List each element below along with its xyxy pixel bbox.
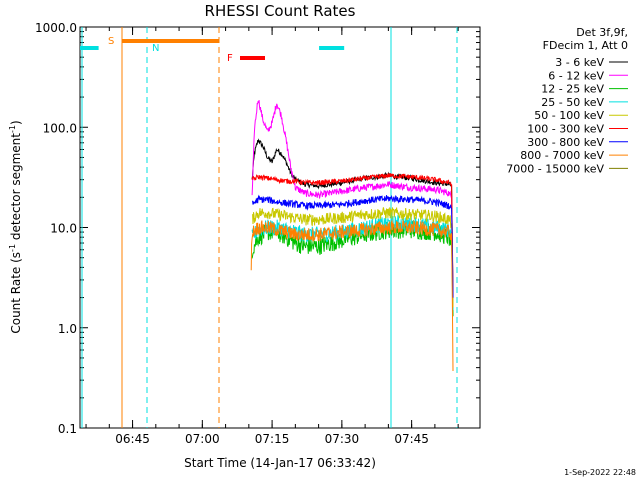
y-tick-label: 100.0 — [43, 121, 77, 135]
y-axis-label: Count Rate (s-1 detector segment-1) — [8, 120, 23, 333]
y-axis-label-middle: detector segment — [9, 133, 23, 244]
flag-label-n: N — [152, 43, 159, 54]
y-tick-label: 0.1 — [58, 422, 77, 436]
legend-entry-label: 25 - 50 keV — [541, 96, 604, 109]
series-line — [251, 173, 454, 298]
legend-entry-label: 800 - 7000 keV — [520, 149, 604, 162]
flag-label-s: S — [108, 36, 114, 47]
legend-entry-label: 7000 - 15000 keV — [506, 162, 604, 175]
series-line — [251, 207, 454, 308]
series-line — [251, 100, 454, 311]
chart-title: RHESSI Count Rates — [205, 2, 356, 20]
x-tick-label: 07:30 — [325, 432, 360, 446]
x-tick-label: 07:15 — [255, 432, 290, 446]
legend-entry-label: 50 - 100 keV — [534, 109, 604, 122]
series-line — [250, 219, 454, 372]
x-tick-label: 07:45 — [394, 432, 429, 446]
flag-label-f: F — [227, 53, 233, 64]
series-line — [252, 194, 454, 298]
x-tick-label: 07:00 — [185, 432, 220, 446]
series-line — [251, 138, 454, 311]
y-axis-ticks: 1000.0 100.0 10.0 1.0 0.1 — [35, 21, 480, 436]
y-axis-label-prefix: Count Rate (s — [9, 252, 23, 334]
legend-header: FDecim 1, Att 0 — [543, 39, 628, 52]
legend-entry-label: 3 - 6 keV — [555, 56, 604, 69]
series-line — [251, 214, 454, 311]
y-axis-label-exponent-1: -1 — [8, 244, 17, 252]
legend-entry-label: 100 - 300 keV — [527, 123, 604, 136]
x-axis-ticks: 06:45 07:00 07:15 07:30 07:45 — [85, 27, 459, 446]
legend-header: Det 3f,9f, — [576, 26, 628, 39]
legend-entry-label: 12 - 25 keV — [541, 83, 604, 96]
y-axis-label-exponent-2: -1 — [8, 125, 17, 133]
y-tick-label: 1.0 — [58, 322, 77, 336]
series-line — [251, 220, 454, 317]
legend-entry-label: 300 - 800 keV — [527, 136, 604, 149]
series-lines — [250, 100, 454, 372]
flag-markers: S N F — [80, 27, 458, 428]
x-axis-label: Start Time (14-Jan-17 06:33:42) — [184, 456, 376, 470]
generation-timestamp: 1-Sep-2022 22:48 — [564, 468, 636, 477]
legend-entry-label: 6 - 12 keV — [548, 69, 604, 82]
y-axis-label-suffix: ) — [9, 120, 23, 125]
y-tick-label: 10.0 — [50, 222, 77, 236]
y-tick-label: 1000.0 — [35, 21, 77, 35]
x-tick-label: 06:45 — [115, 432, 150, 446]
